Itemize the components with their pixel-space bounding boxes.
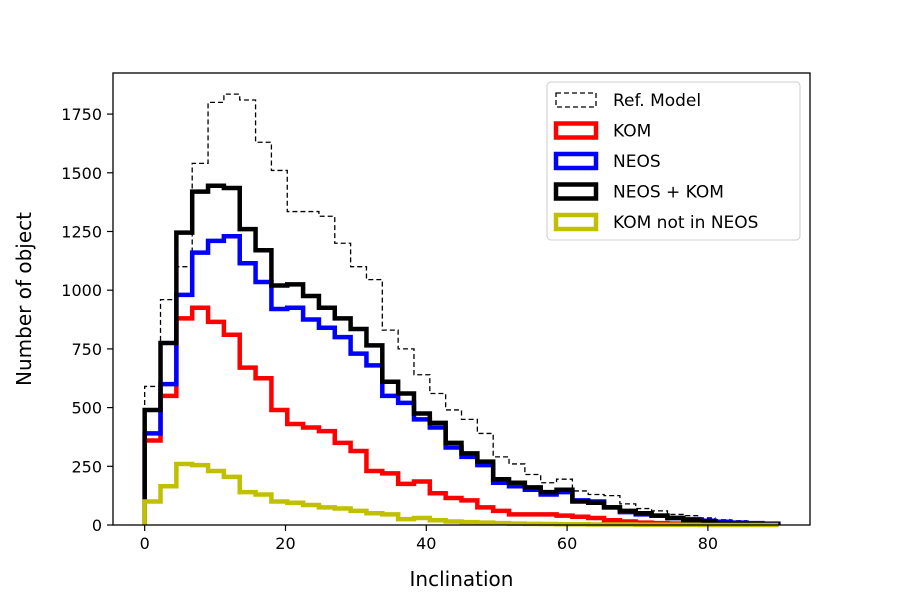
plot-frame	[112, 72, 811, 526]
y-tick-label: 1750	[61, 105, 102, 124]
legend-label: Ref. Model	[613, 91, 701, 111]
series-neos-kom	[142, 183, 781, 527]
legend-label: NEOS	[613, 152, 661, 172]
legend-swatch	[555, 92, 597, 108]
y-tick-label: 1500	[61, 164, 102, 183]
y-tick-label: 250	[71, 457, 102, 476]
x-tick-label: 40	[416, 534, 436, 553]
y-tick-label: 1000	[61, 281, 102, 300]
legend-label: KOM not in NEOS	[613, 213, 758, 233]
x-tick-label: 20	[275, 534, 295, 553]
series-ref-model	[144, 93, 779, 525]
legend-swatch	[553, 212, 599, 232]
legend-swatch	[553, 151, 599, 171]
x-axis-label: Inclination	[410, 567, 514, 591]
y-axis-label: Number of object	[12, 212, 36, 386]
y-tick-label: 0	[92, 516, 102, 535]
legend-swatch	[553, 182, 599, 201]
y-tick-label: 750	[71, 340, 102, 359]
legend-swatch	[553, 121, 599, 140]
x-tick-label: 60	[557, 534, 577, 553]
legend-label: NEOS + KOM	[613, 183, 724, 203]
y-axis: 0 250 500 750 1000 1250 1500 1750	[61, 105, 113, 535]
y-tick-label: 1250	[61, 222, 102, 241]
x-tick-label: 80	[698, 534, 718, 553]
legend: Ref. Model KOM NEOS NEOS + KOM KOM not in NE…	[546, 81, 801, 241]
y-tick-label: 500	[71, 399, 102, 418]
x-tick-label: 0	[140, 534, 150, 553]
x-axis: 0 20 40 60 80	[140, 525, 718, 553]
legend-label: KOM	[613, 122, 651, 142]
legend-frame	[546, 81, 801, 241]
